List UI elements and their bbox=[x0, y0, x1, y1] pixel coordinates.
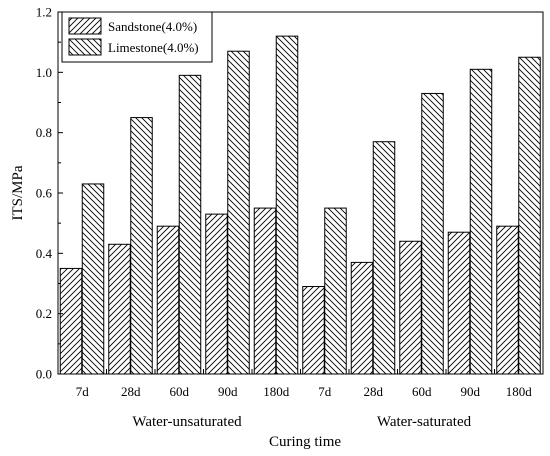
x-tick-label-1: 7d bbox=[76, 384, 90, 399]
bar-sandstone-6 bbox=[302, 286, 325, 375]
bar-sandstone-9 bbox=[447, 231, 471, 375]
bar-limestone-5 bbox=[275, 35, 299, 375]
x-tick-label-10: 180d bbox=[506, 384, 533, 399]
bar-sandstone-2 bbox=[108, 243, 131, 375]
legend-swatch-limestone bbox=[68, 38, 102, 56]
bar-sandstone-10 bbox=[496, 225, 519, 375]
y-tick-label: 0.2 bbox=[36, 306, 52, 321]
bar-limestone-8 bbox=[421, 92, 444, 375]
y-tick-label: 1.2 bbox=[36, 5, 52, 20]
x-axis-title: Curing time bbox=[269, 434, 341, 450]
y-tick-label: 0.4 bbox=[36, 246, 53, 261]
y-tick-label: 1.0 bbox=[36, 65, 52, 80]
axes-layer: 0.0 0.2 0.4 0.6 0.8 1.0 1.2 7d 28d 60d 90d 180d 7d 28… bbox=[36, 5, 544, 399]
bar-sandstone-8 bbox=[399, 240, 422, 375]
bar-limestone-4 bbox=[227, 50, 250, 375]
bar-sandstone-4 bbox=[205, 213, 228, 375]
legend-swatch-sandstone bbox=[68, 17, 102, 35]
bar-limestone-1 bbox=[81, 183, 105, 375]
y-tick-label: 0.8 bbox=[36, 125, 52, 140]
x-tick-label-7: 28d bbox=[364, 384, 384, 399]
bars-layer bbox=[59, 35, 541, 375]
bar-limestone-7 bbox=[372, 141, 396, 375]
legend-label-limestone: Limestone(4.0%) bbox=[108, 40, 199, 55]
bar-limestone-9 bbox=[469, 68, 493, 375]
x-tick-label-4: 90d bbox=[218, 384, 238, 399]
group-label-saturated: Water-saturated bbox=[377, 414, 472, 430]
bar-limestone-6 bbox=[324, 207, 347, 375]
legend-label-sandstone: Sandstone(4.0%) bbox=[108, 19, 197, 34]
x-tick-label-6: 7d bbox=[318, 384, 332, 399]
bar-sandstone-1 bbox=[59, 267, 83, 375]
bar-limestone-10 bbox=[518, 56, 541, 375]
bar-limestone-3 bbox=[178, 74, 202, 375]
bar-sandstone-3 bbox=[156, 225, 180, 375]
x-tick-label-8: 60d bbox=[412, 384, 432, 399]
x-tick-label-9: 90d bbox=[461, 384, 481, 399]
x-tick-label-3: 60d bbox=[170, 384, 190, 399]
y-tick-label: 0.0 bbox=[36, 367, 52, 382]
x-tick-label-5: 180d bbox=[263, 384, 290, 399]
y-axis-title: ITS/MPa bbox=[10, 165, 26, 220]
x-tick-label-2: 28d bbox=[121, 384, 141, 399]
group-label-unsaturated: Water-unsaturated bbox=[132, 414, 242, 430]
y-tick-label: 0.6 bbox=[36, 186, 53, 201]
bar-limestone-2 bbox=[130, 117, 153, 375]
bar-sandstone-7 bbox=[350, 261, 374, 375]
bar-sandstone-5 bbox=[253, 207, 277, 375]
legend: Sandstone(4.0%) Limestone(4.0%) bbox=[61, 11, 213, 63]
